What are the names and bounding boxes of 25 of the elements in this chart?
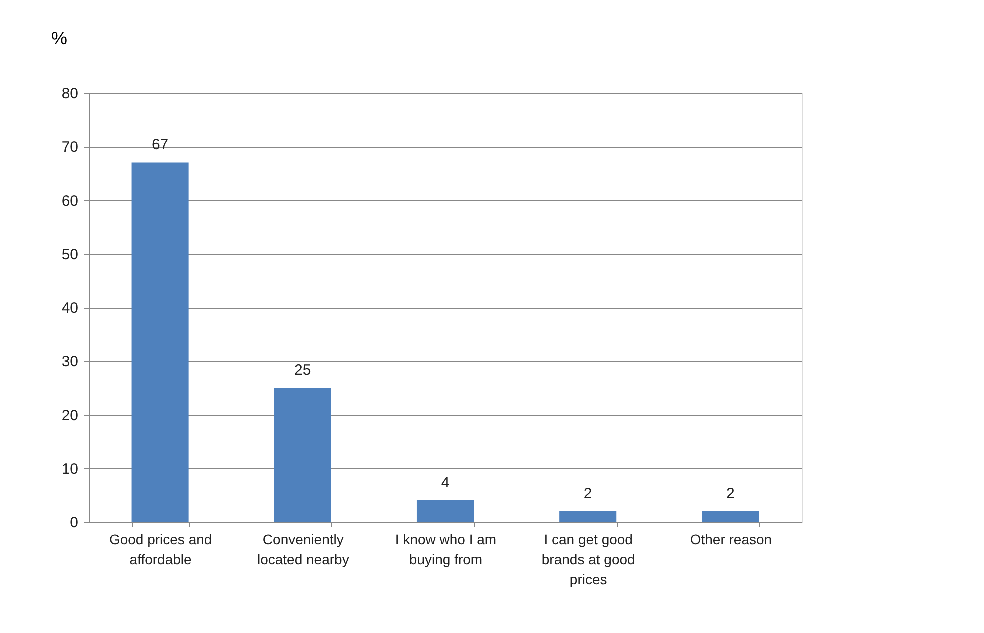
data-label: 2 [584,485,592,502]
x-tick-label: Other reason [690,532,772,548]
y-tick-label: 20 [62,407,78,424]
y-tick-label: 0 [70,514,78,532]
data-label: 2 [726,485,735,502]
x-tick-label: Conveniently located nearby [257,532,350,568]
y-tick-label: 40 [62,300,78,317]
y-tick-label: 60 [62,192,78,210]
bar [560,511,617,522]
y-tick-label: 80 [62,86,78,102]
data-label: 25 [294,362,312,379]
y-tick-label: 10 [62,460,78,478]
bar [274,388,332,522]
x-tick-label: I can get good brands at good prices [542,532,636,588]
y-tick-label: 30 [62,354,78,371]
data-label: 4 [441,474,450,492]
data-label: 67 [152,136,169,154]
bar [702,511,760,522]
bar [132,162,189,522]
bar [416,500,474,522]
x-tick-label: I know who I am buying from [395,532,497,568]
y-tick-label: 70 [62,139,78,156]
y-axis-title: % [51,28,68,48]
y-tick-label: 50 [62,246,78,264]
x-tick-label: Good prices and affordable [109,532,212,568]
